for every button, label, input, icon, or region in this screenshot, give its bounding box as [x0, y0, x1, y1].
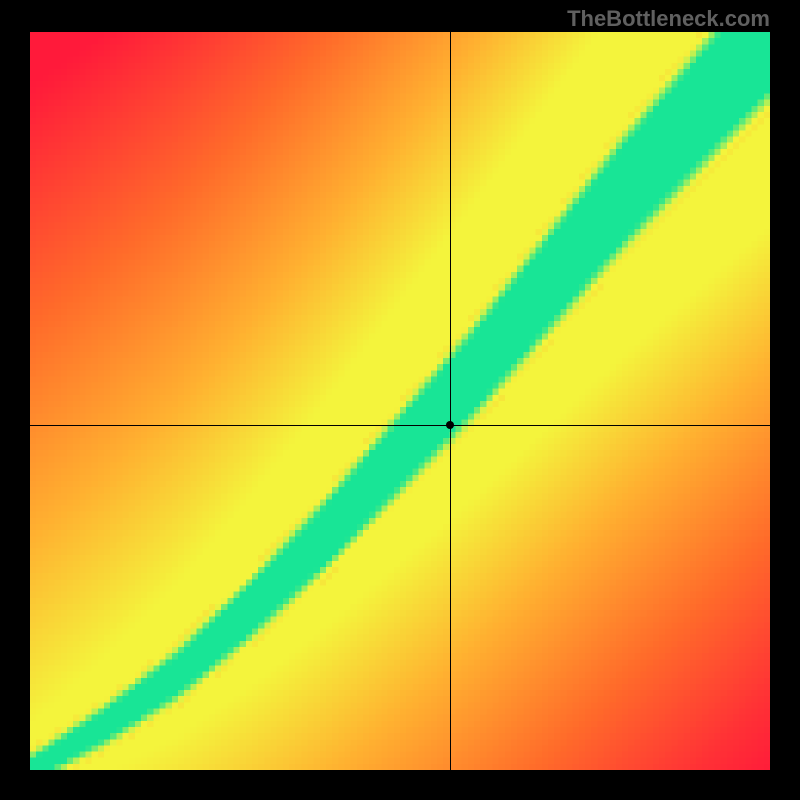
chart-container: { "watermark": { "text": "TheBottleneck.… [0, 0, 800, 800]
watermark-text: TheBottleneck.com [567, 6, 770, 32]
crosshair-marker [446, 421, 454, 429]
heatmap-canvas [30, 32, 770, 770]
heatmap-plot [30, 32, 770, 770]
crosshair-horizontal [30, 425, 770, 426]
crosshair-vertical [450, 32, 451, 770]
